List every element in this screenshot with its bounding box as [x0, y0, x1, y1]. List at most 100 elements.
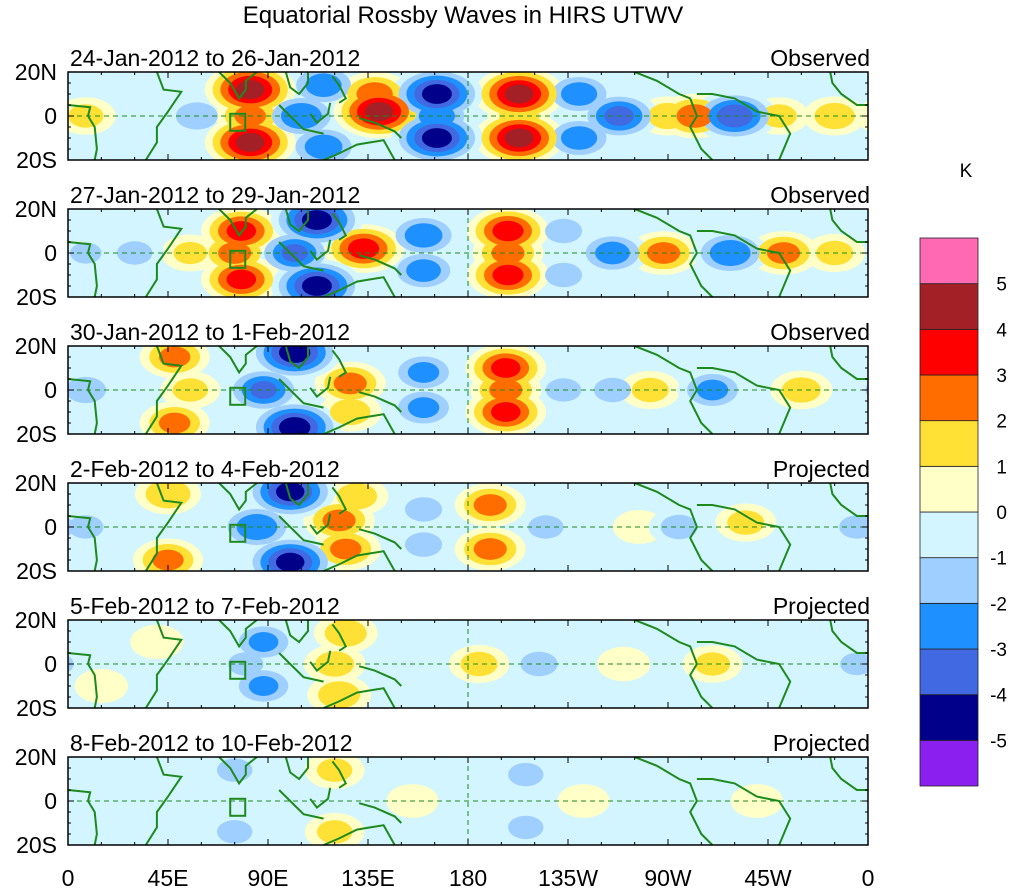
coastline: [144, 209, 184, 297]
panel-3: 30-Jan-2012 to 1-Feb-2012 Observed 20N 0 20S: [0, 319, 870, 447]
colorbar-label: -4: [990, 686, 1007, 707]
contour-region: [489, 379, 523, 401]
panel-6: 8-Feb-2012 to 10-Feb-2012 Projected 20N 0 20…: [15, 730, 870, 858]
contour-region: [130, 624, 184, 660]
coastline: [829, 757, 868, 791]
panel-date-range: 2-Feb-2012 to 4-Feb-2012: [70, 456, 340, 482]
coastline: [278, 789, 324, 820]
coastline: [323, 550, 396, 571]
colorbar-swatch: [919, 237, 979, 285]
coastline: [331, 75, 348, 104]
y-tick-label: 0: [44, 788, 57, 814]
coastline: [331, 623, 348, 652]
contour-region: [301, 276, 332, 296]
x-axis-labels: 0 45E 90E 135E 180 135W 90W 45W 0: [62, 865, 875, 890]
coastline: [144, 72, 184, 160]
coastline: [358, 117, 403, 139]
contour-region: [305, 73, 342, 97]
y-tick-label: 0: [44, 651, 57, 677]
contour-region: [275, 483, 305, 502]
colorbar-swatch: [919, 739, 979, 787]
panel-date-range: 24-Jan-2012 to 26-Jan-2012: [70, 45, 360, 71]
coastline: [278, 378, 324, 409]
coastline: [68, 789, 98, 845]
colorbar-swatch: [919, 648, 979, 696]
colorbar-units-label: K: [960, 161, 973, 182]
contour-region: [473, 494, 507, 516]
panel-date-range: 8-Feb-2012 to 10-Feb-2012: [70, 730, 353, 756]
colorbar-swatch: [919, 374, 979, 422]
contour-region: [868, 515, 903, 538]
contour-region: [473, 538, 507, 560]
contour-region: [216, 758, 253, 782]
contour-region: [421, 128, 452, 148]
y-tick-label: 20N: [15, 744, 57, 770]
coastline: [278, 241, 324, 272]
panel-kind-label: Observed: [770, 319, 870, 345]
contour-region: [404, 532, 443, 557]
contour-region: [173, 241, 208, 265]
y-tick-label: 20N: [15, 607, 57, 633]
colorbar-label: -3: [990, 640, 1007, 661]
colorbar: K -5 -4 -3 -2 -1 0 1 2 3 4 5: [919, 161, 1007, 787]
y-tick-label: 20N: [15, 59, 57, 85]
reference-box: [229, 797, 247, 817]
coastline: [323, 139, 396, 160]
coastline: [331, 760, 348, 789]
contour-region: [492, 264, 524, 286]
contour-region: [492, 220, 524, 242]
colorbar-swatch: [919, 283, 979, 330]
coastline: [331, 486, 348, 515]
contour-region: [248, 632, 279, 652]
coastline: [144, 757, 184, 845]
contour-region: [407, 361, 440, 383]
contour-region: [407, 397, 440, 419]
contour-region: [235, 132, 265, 152]
contour-region: [404, 223, 443, 248]
y-tick-label: 20S: [16, 695, 57, 721]
contour-region: [631, 377, 669, 403]
colorbar-swatch: [919, 511, 979, 559]
coastline: [284, 483, 309, 507]
coastlines: [68, 209, 868, 297]
coastline: [284, 346, 309, 370]
panel-date-range: 5-Feb-2012 to 7-Feb-2012: [70, 593, 340, 619]
coastline: [696, 230, 792, 297]
colorbar-swatch: [919, 557, 979, 604]
contour-region: [316, 758, 353, 782]
coastline: [696, 778, 792, 845]
colorbar-label: -1: [990, 549, 1007, 570]
coastline: [323, 824, 396, 845]
panel-kind-label: Projected: [773, 730, 870, 756]
coastline: [218, 620, 258, 649]
x-tick-label: 135W: [538, 865, 598, 890]
contour-region: [694, 652, 731, 676]
coastline: [284, 209, 309, 233]
coastline: [278, 515, 324, 546]
contour-region: [301, 210, 332, 230]
contour-region: [68, 515, 104, 539]
coastline: [218, 483, 258, 512]
coastline: [323, 687, 396, 708]
y-tick-label: 20N: [15, 333, 57, 359]
coastline: [696, 367, 792, 434]
coastline: [634, 72, 714, 160]
y-tick-label: 0: [44, 514, 57, 540]
colorbar-label: -5: [990, 731, 1007, 752]
coastline: [309, 513, 332, 536]
panel-kind-label: Observed: [770, 45, 870, 71]
contour-region: [69, 242, 102, 264]
y-tick-label: 20S: [16, 147, 57, 173]
contour-region: [347, 238, 380, 259]
coastline: [358, 391, 403, 413]
panel-date-range: 27-Jan-2012 to 29-Jan-2012: [70, 182, 360, 208]
contour-region: [250, 381, 277, 399]
contour-region: [226, 269, 257, 290]
contour-region: [0, 377, 21, 402]
reference-box: [229, 249, 247, 269]
contour-region: [74, 668, 129, 704]
coastline: [829, 346, 868, 380]
panels-group: 24-Jan-2012 to 26-Jan-2012 Observed 20N 0 20…: [0, 45, 903, 858]
panel-4: 2-Feb-2012 to 4-Feb-2012 Projected 20N 0 20S: [15, 456, 903, 584]
contour-region: [596, 646, 651, 682]
